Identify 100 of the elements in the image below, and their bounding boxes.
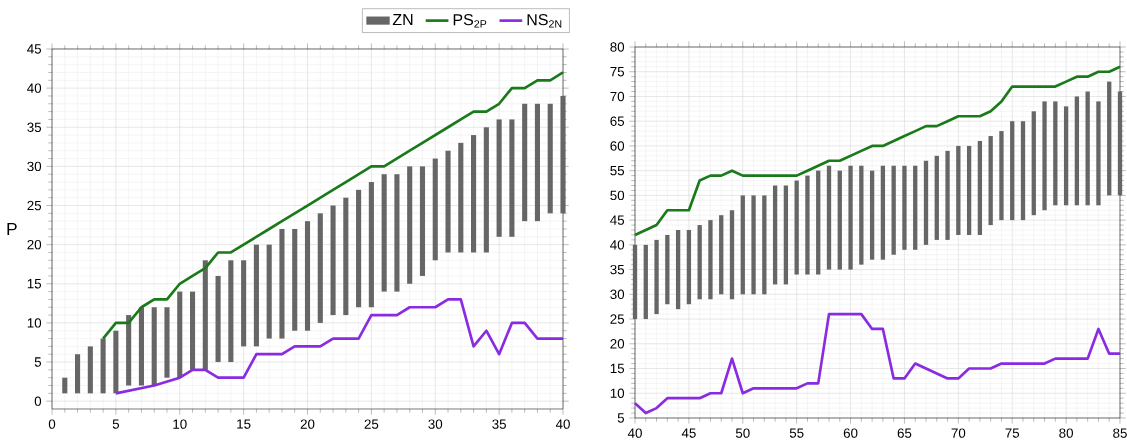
bar: [923, 160, 929, 245]
bar: [1020, 121, 1026, 221]
bar: [869, 170, 875, 260]
x-tick-label: 15: [237, 419, 251, 429]
bar: [665, 234, 670, 305]
bar: [432, 158, 438, 261]
bar: [1085, 91, 1090, 206]
bar: [719, 215, 724, 295]
bar: [805, 175, 810, 275]
bar: [902, 165, 907, 250]
bar: [891, 165, 896, 255]
y-tick-label: 25: [27, 200, 42, 211]
x-tick-label: 30: [428, 419, 443, 429]
bar: [113, 330, 119, 394]
bar: [934, 155, 939, 240]
y-tick-label: 0: [34, 396, 42, 406]
x-tick-label: 35: [492, 419, 506, 429]
bar: [1074, 96, 1080, 206]
x-tick-label: 0: [48, 419, 56, 429]
x-tick-label: 40: [627, 428, 642, 438]
line-series: [633, 312, 1122, 415]
bar: [708, 220, 713, 300]
bar: [848, 165, 853, 270]
y-tick-label: 60: [610, 141, 625, 151]
bar: [675, 230, 681, 310]
bar: [87, 346, 93, 394]
bar: [202, 260, 208, 370]
bar: [686, 230, 692, 305]
bar: [772, 185, 778, 285]
bar: [151, 307, 157, 386]
bar: [522, 103, 528, 222]
bar: [292, 228, 298, 331]
y-tick-label: 55: [610, 166, 625, 176]
y-tick-label: 70: [610, 91, 625, 102]
bar: [496, 119, 502, 237]
bar: [1042, 101, 1047, 211]
bar: [945, 150, 950, 240]
bar: [794, 180, 799, 275]
bar: [126, 315, 132, 386]
bar: [177, 291, 183, 378]
bar: [1053, 101, 1058, 206]
bar: [999, 131, 1004, 221]
bar: [100, 338, 106, 394]
y-tick-label: 40: [27, 83, 42, 93]
bar: [729, 210, 735, 300]
x-tick-label: 60: [843, 428, 858, 438]
y-tick-label: 80: [610, 42, 625, 52]
x-tick-label: 45: [681, 428, 696, 438]
bar: [75, 354, 81, 394]
bar: [977, 140, 983, 235]
y-tick-label: 5: [34, 357, 42, 367]
bar: [1117, 91, 1123, 196]
bar: [189, 291, 196, 370]
bar: [560, 95, 566, 214]
y-tick-label: 45: [27, 44, 42, 54]
bar: [632, 244, 638, 320]
bar: [1107, 81, 1112, 196]
y-tick-label: 10: [610, 388, 625, 398]
x-tick-label: 80: [1059, 428, 1074, 438]
y-tick-label: 10: [27, 318, 42, 328]
bar: [740, 195, 745, 295]
bar: [826, 165, 832, 270]
x-tick-label: 5: [112, 419, 120, 429]
bar: [317, 213, 323, 323]
x-tick-label: 25: [364, 419, 379, 429]
y-tick-label: 45: [610, 215, 625, 225]
x-tick-label: 75: [1005, 428, 1020, 438]
bar: [913, 165, 918, 250]
bar: [509, 119, 515, 237]
y-tick-label: 20: [27, 239, 42, 250]
bar: [880, 165, 886, 260]
y-tick-label: 35: [27, 122, 42, 132]
x-tick-label: 50: [735, 428, 750, 438]
bar: [471, 135, 477, 253]
bar: [458, 142, 464, 253]
y-tick-label: 50: [610, 190, 625, 201]
bar: [343, 197, 349, 316]
y-tick-label: 25: [610, 314, 625, 324]
bar: [253, 244, 259, 347]
y-tick-label: 30: [610, 289, 625, 300]
bar: [483, 127, 489, 253]
bar: [62, 377, 68, 394]
bar: [643, 244, 648, 320]
bar: [228, 260, 234, 363]
bar: [816, 170, 821, 275]
bar: [534, 103, 541, 222]
line-series: [114, 298, 565, 395]
x-tick-label: 65: [897, 428, 912, 438]
y-tick-label: 15: [610, 363, 625, 374]
y-tick-label: 75: [610, 67, 625, 77]
bar: [1096, 101, 1101, 206]
y-axis-title: P: [7, 223, 17, 235]
y-tick-label: 30: [27, 161, 42, 172]
x-tick-label: 70: [951, 428, 966, 438]
bar: [783, 185, 789, 285]
bar: [445, 150, 451, 253]
legend-label: ZN: [392, 14, 413, 26]
bar: [266, 244, 272, 339]
bar: [762, 195, 767, 295]
y-tick-label: 20: [610, 339, 625, 349]
